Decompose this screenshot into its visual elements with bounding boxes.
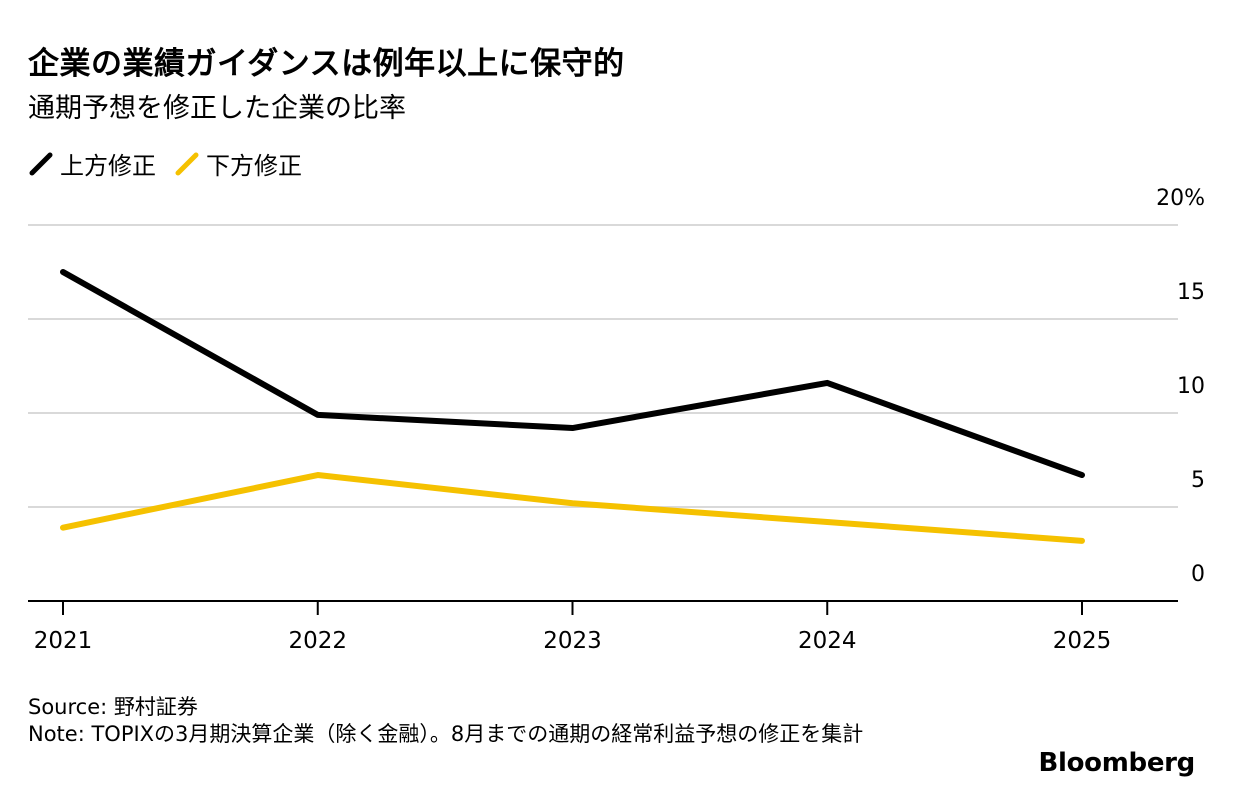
bloomberg-logo: Bloomberg [1038, 748, 1195, 778]
x-tick-label-2024: 2024 [798, 628, 857, 654]
x-tick-label-2021: 2021 [34, 628, 93, 654]
legend: 上方修正 下方修正 [28, 146, 320, 181]
legend-swatch-line-upward [29, 152, 53, 175]
chart-subtitle: 通期予想を修正した企業の比率 [28, 93, 406, 124]
legend-label-downward: 下方修正 [206, 152, 302, 180]
y-tick-label-0: 0 [1191, 562, 1205, 587]
x-tick-label-2023: 2023 [543, 628, 602, 654]
legend-item-upward: 上方修正 [28, 146, 156, 181]
y-tick-label-20: 20% [1156, 186, 1205, 211]
note-text: Note: TOPIXの3月期決算企業（除く金融）。8月までの通期の経常利益予想… [28, 722, 864, 746]
upward-revision-line [60, 269, 1085, 479]
legend-item-downward: 下方修正 [174, 146, 302, 181]
source-text: Source: 野村証券 [28, 695, 198, 719]
x-tick-label-2022: 2022 [288, 628, 347, 654]
footer: Source: 野村証券 Note: TOPIXの3月期決算企業（除く金融）。8… [28, 694, 968, 748]
y-tick-label-5: 5 [1191, 468, 1205, 493]
chart-title: 企業の業績ガイダンスは例年以上に保守的 [28, 46, 625, 82]
y-tick-label-10: 10 [1177, 374, 1205, 399]
legend-swatch-upward [29, 152, 53, 175]
legend-swatch-downward [175, 152, 199, 175]
x-tick-label-2025: 2025 [1053, 628, 1112, 654]
y-tick-label-15: 15 [1177, 280, 1205, 305]
legend-swatch-line-downward [175, 152, 199, 175]
legend-label-upward: 上方修正 [60, 152, 156, 180]
